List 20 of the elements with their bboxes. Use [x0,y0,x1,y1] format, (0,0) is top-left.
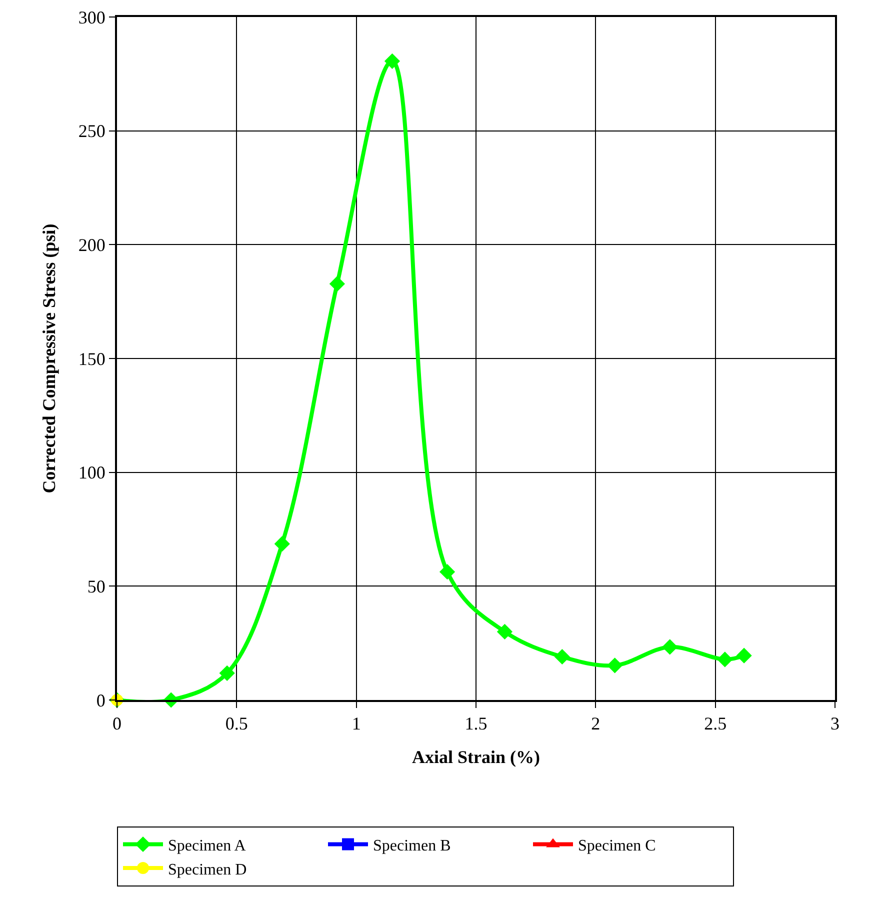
legend-label: Specimen B [373,837,451,854]
x-tick-label: 1.5 [464,714,488,734]
y-tick-label: 150 [78,348,106,369]
legend-label: Specimen D [168,861,247,878]
x-tick-label: 0.5 [225,714,248,734]
y-tick-label: 100 [78,462,106,483]
legend-label: Specimen C [578,837,656,854]
y-tick-label: 250 [78,121,106,142]
legend-label: Specimen A [168,837,246,854]
x-tick-label: 1 [352,714,361,734]
x-tick-label: 2 [591,714,600,734]
x-tick-label: 2.5 [704,714,727,734]
y-axis-title: Corrected Compressive Stress (psi) [39,224,60,494]
y-tick-label: 0 [96,690,106,710]
x-tick-label: 3 [830,714,840,734]
x-axis-title: Axial Strain (%) [412,747,540,768]
y-tick-label: 200 [78,234,106,255]
y-tick-label: 50 [87,576,106,596]
x-tick-label: 0 [112,714,122,734]
y-tick-label: 300 [78,7,106,28]
